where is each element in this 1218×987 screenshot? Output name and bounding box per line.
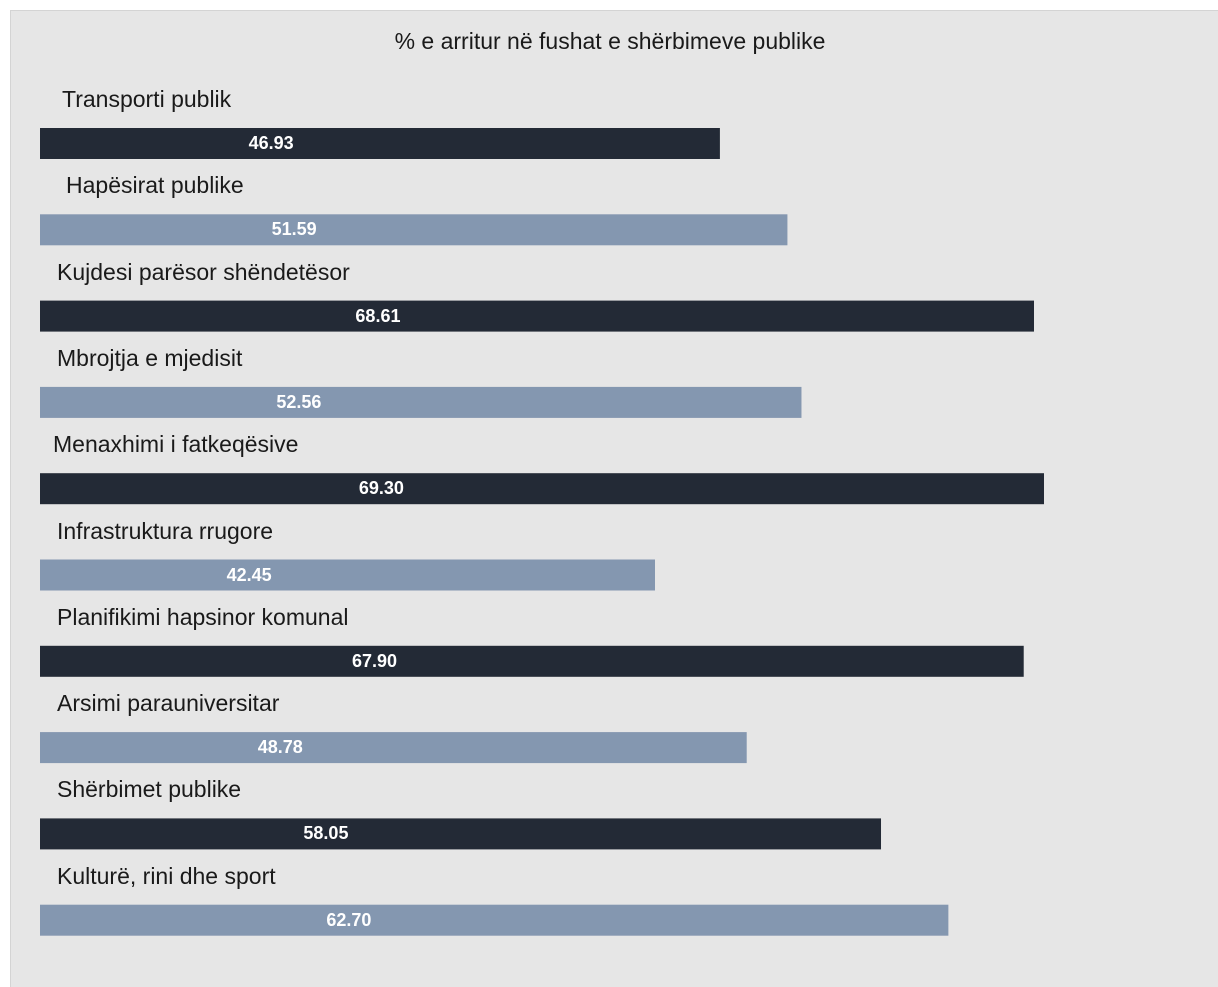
category-label: Infrastruktura rrugore <box>57 517 274 544</box>
category-label: Planifikimi hapsinor komunal <box>57 603 349 630</box>
bar <box>40 732 747 764</box>
category-label: Kujdesi parësor shëndetësor <box>57 258 350 285</box>
chart-title: % e arritur në fushat e shërbimeve publi… <box>394 28 826 54</box>
category-label: Menaxhimi i fatkeqësive <box>53 431 299 458</box>
bar <box>40 300 1034 332</box>
category-label: Kulturë, rini dhe sport <box>57 862 276 889</box>
bar-value-label: 67.90 <box>351 650 397 671</box>
bar <box>40 904 949 936</box>
bar <box>40 559 656 591</box>
bar <box>40 818 882 850</box>
category-label: Hapësirat publike <box>66 172 244 199</box>
bar <box>40 386 802 418</box>
bar <box>40 645 1024 677</box>
bar-value-label: 69.30 <box>358 478 404 499</box>
bar-value-label: 58.05 <box>303 823 349 844</box>
bar-value-label: 51.59 <box>271 219 317 240</box>
category-label: Mbrojtja e mjedisit <box>57 344 243 371</box>
category-label: Shërbimet publike <box>57 776 242 803</box>
bar-value-label: 42.45 <box>226 564 272 585</box>
category-label: Arsimi parauniversitar <box>57 690 280 717</box>
bar-value-label: 68.61 <box>355 305 401 326</box>
bar-value-label: 52.56 <box>276 391 322 412</box>
bar-value-label: 48.78 <box>257 737 303 758</box>
bar <box>40 128 720 159</box>
bar-value-label: 46.93 <box>248 133 294 153</box>
bar <box>40 473 1044 505</box>
bar <box>40 214 788 246</box>
bar-value-label: 62.70 <box>326 909 372 930</box>
category-label: Transporti publik <box>62 86 232 112</box>
